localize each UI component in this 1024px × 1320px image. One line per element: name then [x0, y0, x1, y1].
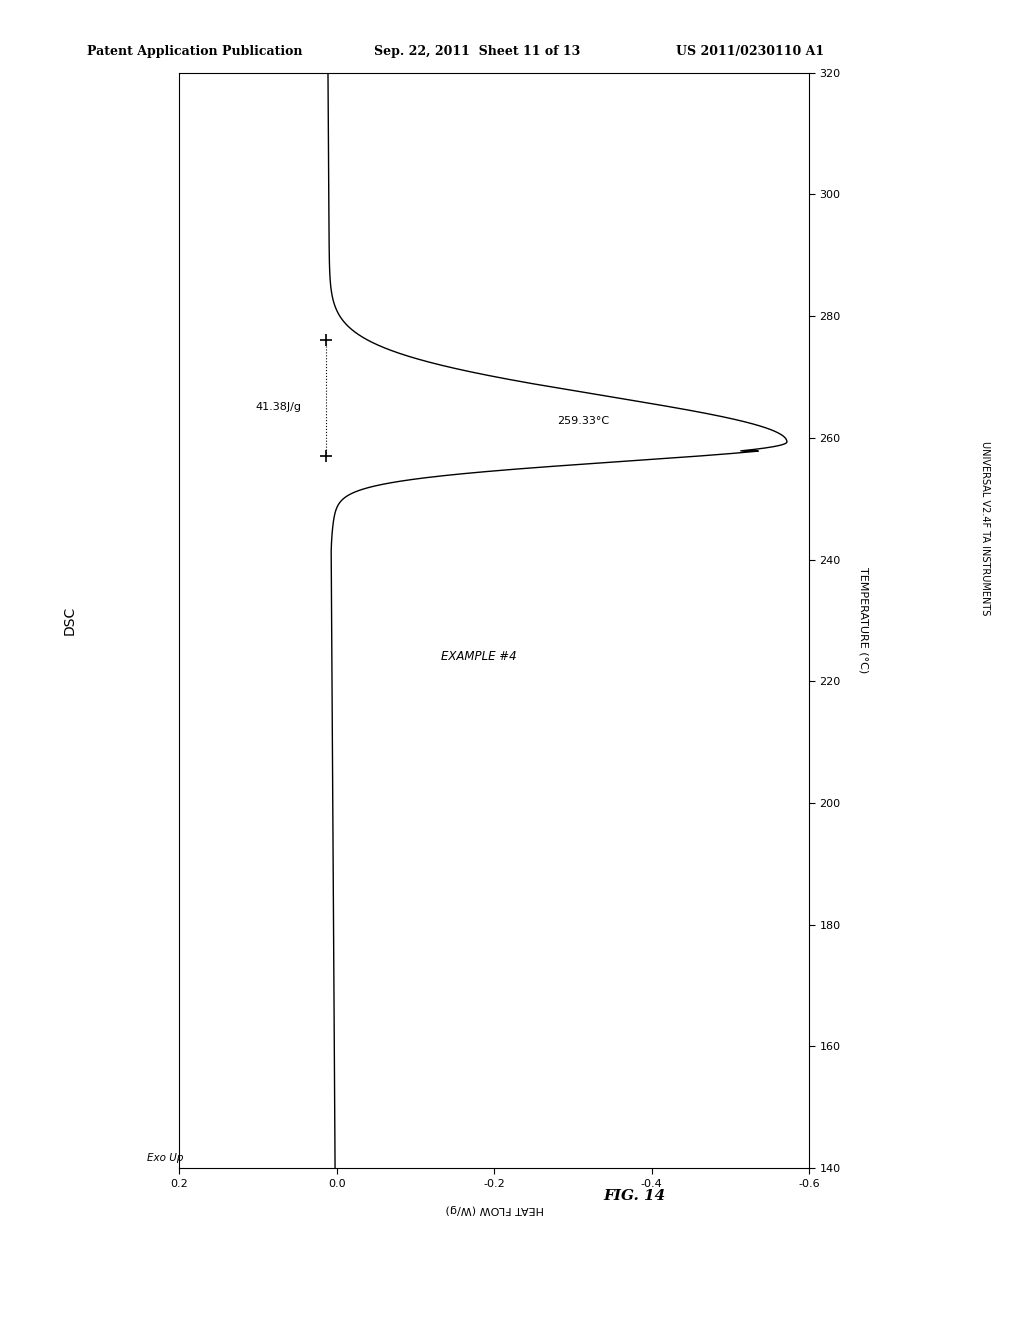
Text: TEMPERATURE (°C): TEMPERATURE (°C)	[858, 568, 868, 673]
Text: Exo Up: Exo Up	[146, 1154, 183, 1163]
Text: UNIVERSAL V2.4F TA INSTRUMENTS: UNIVERSAL V2.4F TA INSTRUMENTS	[980, 441, 990, 615]
Text: EXAMPLE #4: EXAMPLE #4	[440, 651, 516, 664]
Text: 259.33°C: 259.33°C	[557, 416, 609, 425]
Text: HEAT FLOW (W/g): HEAT FLOW (W/g)	[445, 1204, 544, 1214]
Text: FIG. 14: FIG. 14	[604, 1189, 666, 1203]
Text: 41.38J/g: 41.38J/g	[255, 403, 301, 412]
Text: DSC: DSC	[62, 606, 77, 635]
Text: US 2011/0230110 A1: US 2011/0230110 A1	[676, 45, 824, 58]
Text: Sep. 22, 2011  Sheet 11 of 13: Sep. 22, 2011 Sheet 11 of 13	[374, 45, 580, 58]
Text: Patent Application Publication: Patent Application Publication	[87, 45, 302, 58]
